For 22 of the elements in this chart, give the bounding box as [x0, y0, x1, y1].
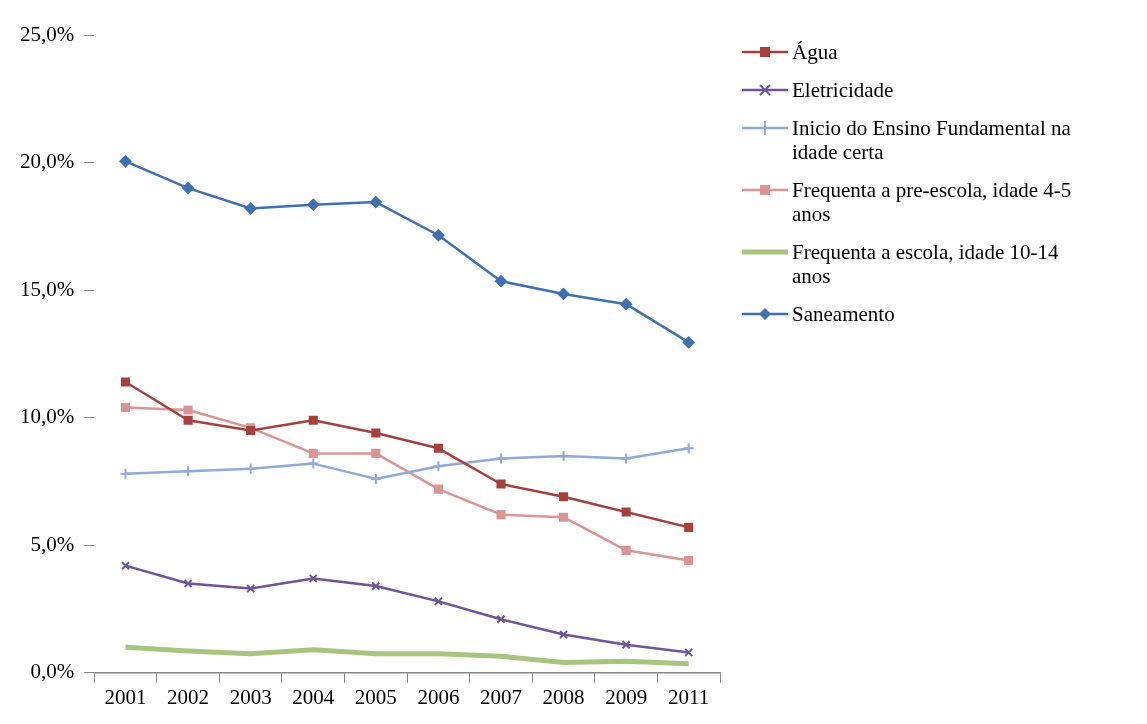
- x-tick-label: 2002: [167, 684, 210, 709]
- y-tick-label: 25,0%: [19, 21, 75, 46]
- y-tick-label: 10,0%: [19, 404, 75, 429]
- x-tick-label: 2009: [605, 684, 648, 709]
- y-tick-label: 0,0%: [30, 659, 75, 684]
- x-tick-label: 2006: [417, 684, 460, 709]
- legend-label: Frequenta a escola, idade 10-14 anos: [792, 240, 1060, 288]
- y-tick-label: 5,0%: [30, 531, 75, 556]
- legend-label: Inicio do Ensino Fundamental na idade certa: [792, 116, 1072, 164]
- y-tick-label: 15,0%: [19, 276, 75, 301]
- legend-label: Água: [792, 40, 838, 64]
- x-tick-label: 2005: [354, 684, 397, 709]
- x-tick-label: 2007: [479, 684, 522, 709]
- x-tick-label: 2011: [668, 684, 710, 709]
- x-tick-label: 2003: [229, 684, 272, 709]
- x-tick-label: 2001: [104, 684, 147, 709]
- x-tick-label: 2008: [542, 684, 585, 709]
- x-tick-label: 2004: [292, 684, 335, 709]
- legend-label: Eletricidade: [792, 78, 894, 102]
- legend-label: Frequenta a pre-escola, idade 4-5 anos: [792, 178, 1073, 226]
- y-tick-label: 20,0%: [19, 149, 75, 174]
- legend-label: Saneamento: [792, 302, 895, 326]
